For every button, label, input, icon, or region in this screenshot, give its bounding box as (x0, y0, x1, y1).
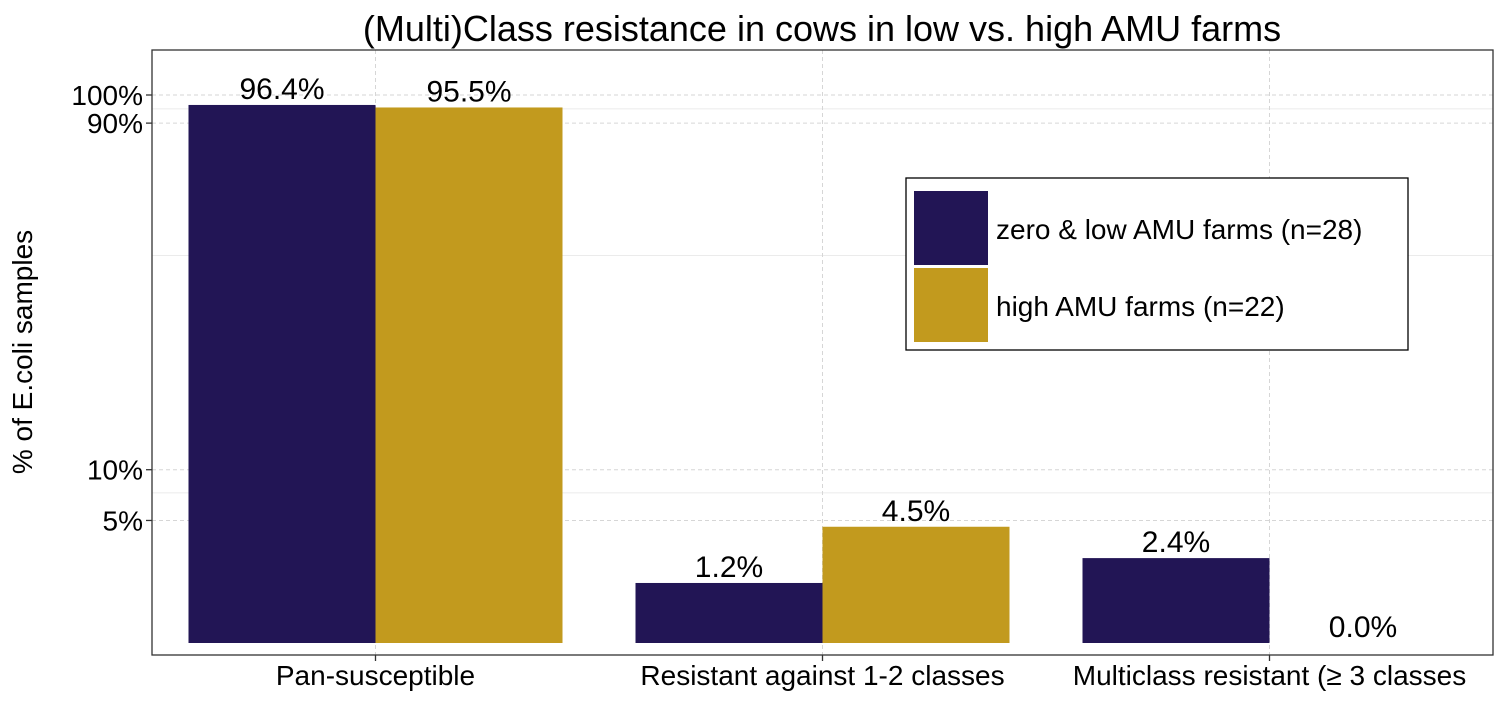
bar (188, 104, 376, 644)
bar (822, 526, 1010, 643)
x-tick-label: Resistant against 1-2 classes (640, 660, 1004, 691)
bar-value-label: 0.0% (1329, 611, 1397, 644)
y-tick-label: 100% (71, 80, 143, 111)
legend-key (914, 268, 988, 342)
y-tick-label: 10% (87, 455, 143, 486)
bar-value-label: 95.5% (426, 75, 511, 108)
legend: zero & low AMU farms (n=28) high AMU farm… (905, 177, 1409, 351)
y-tick-label: 5% (103, 505, 143, 536)
bar-value-label: 1.2% (695, 551, 763, 584)
bar (375, 107, 563, 643)
y-axis-title: % of E.coli samples (7, 230, 38, 474)
legend-key (914, 191, 988, 265)
legend-label: zero & low AMU farms (n=28) (996, 214, 1362, 245)
bars (188, 104, 1270, 644)
legend-label: high AMU farms (n=22) (996, 291, 1285, 322)
bar (635, 582, 823, 643)
y-axis: 5% 10% 90%100% (71, 80, 152, 536)
x-tick-label: Multiclass resistant (≥ 3 classes (1073, 660, 1466, 691)
x-tick-label: Pan-susceptible (276, 660, 475, 691)
bar (1082, 558, 1270, 643)
bar-labels: 96.4% 1.2% 2.4% 95.5% 4.5% 0.0% (239, 73, 1397, 644)
x-axis: Pan-susceptible Resistant against 1-2 cla… (276, 655, 1466, 691)
y-tick-label: 90% (87, 108, 143, 139)
bar-value-label: 96.4% (239, 73, 324, 106)
chart-title: (Multi)Class resistance in cows in low v… (363, 8, 1281, 49)
bar-value-label: 2.4% (1142, 526, 1210, 559)
bar-value-label: 4.5% (882, 495, 950, 528)
legend-box (905, 177, 1409, 351)
